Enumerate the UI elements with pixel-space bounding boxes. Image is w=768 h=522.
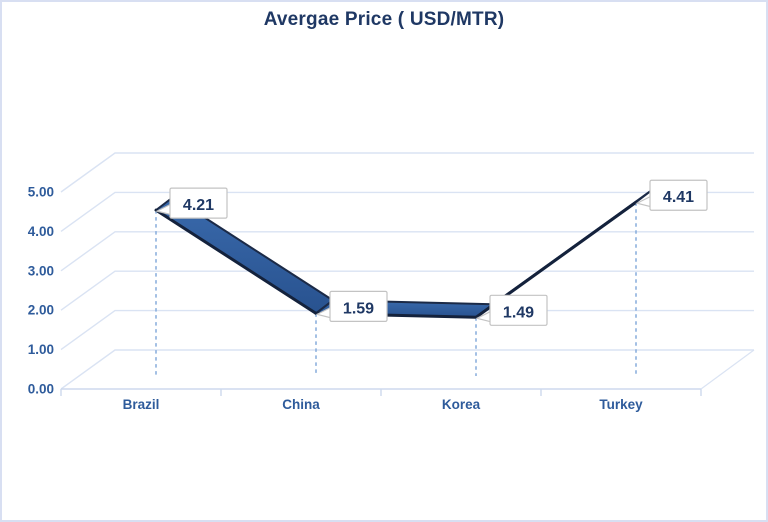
- x-axis-category-label: Korea: [442, 397, 481, 412]
- y-axis-tick-label: 0.00: [28, 382, 54, 397]
- data-label-text: 1.59: [343, 300, 374, 317]
- data-label-box: [169, 187, 228, 219]
- x-axis-category-label: China: [282, 397, 320, 412]
- x-axis-category-label: Turkey: [599, 397, 643, 412]
- y-axis-tick-label: 5.00: [28, 185, 54, 200]
- data-label-box: [329, 290, 388, 322]
- data-label-text: 4.21: [183, 197, 214, 214]
- gridline: [60, 191, 754, 232]
- data-label-box: [649, 179, 708, 211]
- floor-right-edge: [700, 349, 755, 390]
- y-axis-tick-label: 4.00: [28, 224, 54, 239]
- gridline: [60, 231, 754, 272]
- x-axis-category-label: Brazil: [123, 397, 160, 412]
- gridline: [60, 349, 754, 390]
- ribbon-front-edge: [154, 208, 318, 315]
- gridline: [60, 152, 754, 193]
- y-axis-tick-label: 3.00: [28, 263, 54, 278]
- y-axis-tick-label: 1.00: [28, 342, 54, 357]
- chart-title: Avergae Price ( USD/MTR): [263, 9, 505, 30]
- data-label-text: 4.41: [663, 189, 694, 206]
- y-axis-tick-label: 2.00: [28, 303, 54, 318]
- data-label-box: [489, 294, 548, 326]
- data-label-text: 1.49: [503, 304, 534, 321]
